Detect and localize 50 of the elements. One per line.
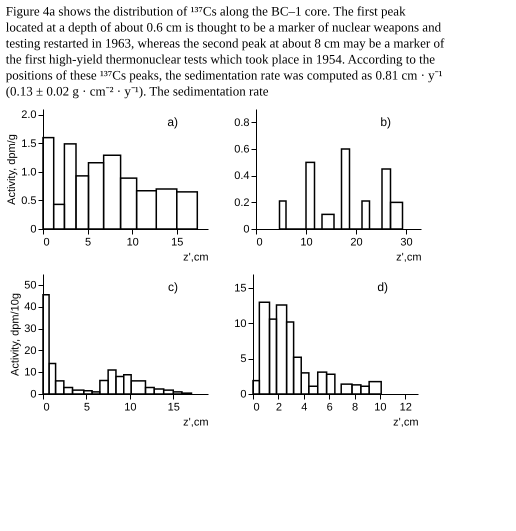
x-tick-label: 2: [276, 402, 282, 414]
x-axis-title: z',cm: [183, 252, 208, 264]
x-tick-label: 10: [300, 236, 313, 248]
x-tick-label: 5: [85, 236, 92, 248]
y-tick-label: 10: [24, 366, 36, 379]
caption: Figure 4a shows the distribution of ¹³⁷Cs along the BC–1 core. The first peak located at a depth of about 0.6 cm is thought to be a marker of nuclear weapons and testing restarted in 1963, whereas the second peak at about 8 cm may be a marker of the first high-yield thermonuclear tests which took place in 1954. According to the positions of these ¹³⁷Cs peaks, the sedimentation rate was computed as 0.81 cm · y⁻¹ (0.13 ± 0.02 g · cm⁻² · y⁻¹). The sedimentation rate: [6, 4, 445, 99]
annotation: a): [167, 115, 178, 129]
x-tick-label: 10: [126, 236, 139, 248]
y-tick-label: 15: [234, 282, 246, 295]
x-tick-label: 0: [254, 402, 260, 414]
x-tick-label: 0: [256, 236, 263, 248]
annotation: c): [168, 280, 178, 294]
x-tick-label: 20: [350, 236, 363, 248]
x-tick-label: 8: [352, 402, 358, 414]
y-tick-label: 5: [240, 353, 246, 366]
y-tick-label: 0.5: [21, 194, 36, 207]
y-tick-label: 10: [234, 318, 246, 330]
x-tick-label: 6: [326, 402, 333, 414]
annotation: d): [377, 280, 388, 294]
y-tick-label: 0.8: [234, 116, 250, 129]
x-tick-label: 10: [374, 402, 387, 414]
y-tick-label: 0.6: [234, 144, 250, 156]
y-tick-label: 30: [24, 323, 36, 336]
x-axis-title: z',cm: [183, 416, 208, 428]
y-tick-label: 0: [243, 224, 250, 236]
y-tick-label: 2.0: [21, 109, 36, 122]
y-tick-label: 0: [30, 388, 36, 400]
y-axis-title: Activity, dpm/10g: [9, 293, 22, 376]
x-tick-label: 30: [400, 236, 413, 248]
y-tick-label: 0: [30, 224, 36, 236]
annotation: b): [380, 115, 391, 129]
y-tick-label: 0.4: [234, 170, 250, 182]
x-tick-label: 0: [44, 402, 50, 414]
x-tick-label: 5: [84, 402, 90, 414]
y-tick-label: 1.0: [21, 166, 36, 178]
x-tick-label: 4: [301, 402, 308, 414]
y-tick-label: 50: [24, 279, 36, 292]
x-tick-label: 12: [400, 402, 412, 414]
y-tick-label: 0: [240, 388, 246, 400]
x-axis-title: z',cm: [396, 252, 422, 264]
x-tick-label: 15: [171, 236, 184, 248]
y-tick-label: 0.2: [234, 196, 250, 209]
y-tick-label: 1.5: [21, 138, 36, 150]
y-tick-label: 20: [24, 344, 36, 357]
x-axis-title: z',cm: [393, 416, 418, 428]
x-tick-label: 10: [124, 402, 136, 414]
x-tick-label: 15: [168, 402, 180, 414]
y-axis-title: Activity, dpm/g: [6, 134, 18, 205]
y-tick-label: 40: [24, 301, 36, 314]
x-tick-label: 0: [44, 236, 50, 248]
